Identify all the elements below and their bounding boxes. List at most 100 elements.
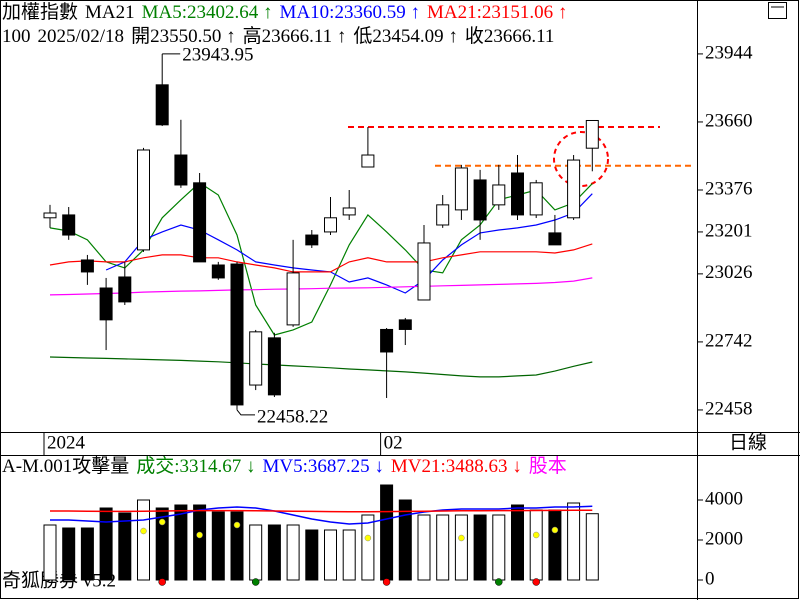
- annotation-leader: [236, 409, 255, 416]
- period-label: 日線: [729, 431, 767, 453]
- signal-marker: [251, 578, 260, 586]
- y-tick-label: 22742: [705, 330, 753, 351]
- candle-body: [249, 331, 263, 386]
- volume-bar: [361, 514, 375, 581]
- window-icon[interactable]: [768, 2, 787, 19]
- candle-body: [380, 328, 394, 353]
- candle-body: [230, 263, 244, 406]
- y-tick-label: 23376: [705, 178, 753, 199]
- legend-entry: MV5:3687.25 ↓: [262, 456, 383, 477]
- y-tick-label: 22458: [705, 398, 753, 419]
- candle-body: [118, 276, 132, 303]
- info-item: 高23666.11 ↑: [243, 25, 347, 47]
- x-tick-label: 02: [384, 432, 403, 453]
- signal-dot: [158, 518, 166, 526]
- candle-body: [567, 159, 581, 219]
- candle-body: [492, 184, 506, 206]
- x-tick-label: 2024: [47, 432, 86, 453]
- ma-line: [49, 182, 593, 336]
- signal-dot: [551, 526, 559, 534]
- volume-bar: [211, 511, 225, 581]
- y-tick-label: 23944: [705, 42, 753, 63]
- candle-body: [417, 242, 431, 301]
- legend-entry: 成交:3314.67 ↓: [136, 455, 255, 477]
- watermark: 奇狐勝券 v5.2: [2, 569, 116, 591]
- title-item: MA21: [85, 2, 135, 23]
- volume-bar: [43, 524, 57, 581]
- signal-marker: [158, 578, 166, 586]
- volume-bar: [585, 513, 599, 581]
- candle-body: [99, 287, 113, 321]
- candle-body: [80, 259, 94, 273]
- volume-bar: [249, 524, 263, 581]
- info-item: 2025/02/18: [38, 26, 125, 47]
- volume-bar: [286, 524, 300, 581]
- candle-body: [548, 232, 562, 246]
- volume-bar: [99, 507, 113, 581]
- signal-dot: [458, 534, 465, 542]
- candle-body: [511, 172, 524, 216]
- signal-dot: [364, 534, 372, 542]
- candle-body: [305, 234, 319, 246]
- volume-bar: [548, 509, 562, 581]
- signal-marker: [532, 578, 540, 586]
- signal-dot: [196, 531, 203, 539]
- ma-line: [105, 193, 593, 294]
- title-item: 加權指數: [2, 1, 78, 23]
- candle-body: [398, 319, 412, 330]
- info-item: 收23666.11: [465, 25, 555, 47]
- signal-dot: [233, 521, 241, 529]
- y-tick-label: 23660: [705, 110, 753, 131]
- mv-line: [50, 509, 593, 513]
- volume-bar: [380, 484, 394, 581]
- candle-body: [473, 179, 487, 221]
- candle-body: [529, 182, 543, 216]
- volume-bar: [492, 514, 506, 581]
- info-item: 100: [2, 26, 31, 47]
- title-item: A-M.001攻擊量: [2, 455, 129, 477]
- y-tick-label: 23201: [705, 220, 753, 241]
- candle-body: [174, 154, 188, 186]
- legend-entry: MA10:23360.59 ↑: [280, 2, 420, 23]
- volume-bar: [529, 509, 543, 581]
- info-item: 低23454.09 ↑: [353, 25, 458, 47]
- candle-body: [361, 154, 375, 168]
- volume-title: A-M.001攻擊量 成交:3314.67 ↓ MV5:3687.25 ↓ MV21:…: [2, 455, 567, 477]
- y-tick-label: 4000: [705, 488, 743, 509]
- candle-body: [211, 264, 225, 279]
- volume-bar: [80, 527, 94, 581]
- volume-bar: [118, 512, 132, 581]
- volume-bar: [417, 514, 431, 581]
- legend-entry: MA21:23151.06 ↑: [427, 2, 567, 23]
- legend-entry: 股本: [529, 455, 567, 477]
- info-item: 開23550.50 ↑: [131, 26, 236, 47]
- ma-line: [49, 277, 593, 296]
- candle-body: [155, 84, 169, 126]
- candle-body: [137, 149, 150, 251]
- volume-bar: [454, 514, 468, 581]
- candle-body: [43, 212, 57, 219]
- volume-bar: [342, 529, 356, 581]
- candle-body: [324, 217, 337, 233]
- legend-entry: MV21:3488.63 ↓: [391, 456, 522, 477]
- volume-bar: [511, 504, 524, 581]
- volume-bar: [436, 514, 450, 581]
- low-annotation: 22458.22: [257, 406, 328, 427]
- mv-line: [50, 505, 593, 525]
- candle-body: [193, 182, 207, 263]
- volume-bar: [305, 529, 319, 581]
- signal-dot: [140, 527, 147, 535]
- candle-body: [286, 272, 300, 326]
- signal-marker: [495, 578, 503, 586]
- ma-line: [49, 356, 593, 378]
- volume-bar: [267, 524, 281, 581]
- high-annotation: 23943.95: [182, 44, 253, 65]
- candle-body: [585, 119, 599, 149]
- y-tick-label: 23026: [705, 262, 753, 283]
- candle-body: [454, 167, 468, 211]
- candle-body: [267, 337, 281, 396]
- chart-title: 加權指數 MA21 MA5:23402.64 ↑ MA10:23360.59 ↑ MA2…: [2, 1, 567, 23]
- volume-bar: [193, 504, 207, 581]
